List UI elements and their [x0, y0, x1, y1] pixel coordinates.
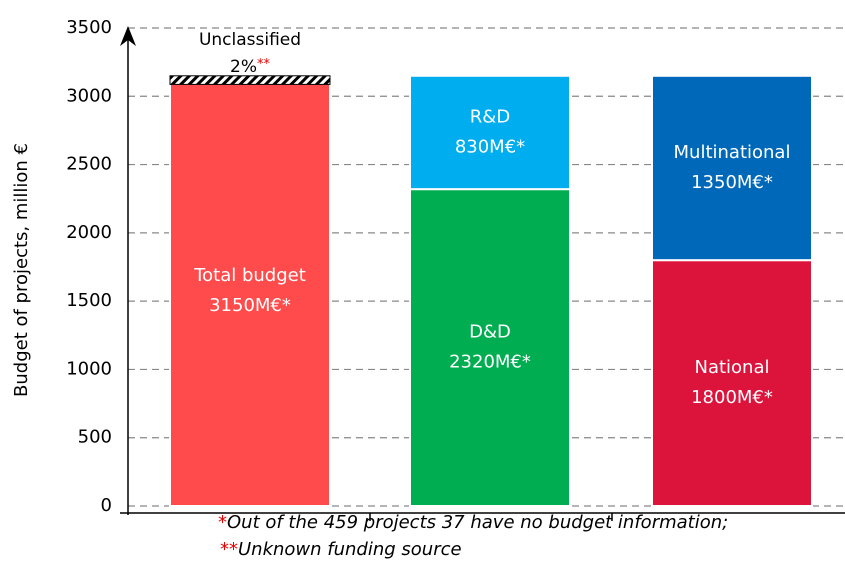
- overlay-label: 2%**: [230, 57, 270, 78]
- bar-segment: [651, 259, 813, 507]
- y-tick-label: 0: [101, 495, 112, 516]
- y-tick-label: 2500: [66, 154, 112, 175]
- footnote-mark: **: [220, 539, 238, 560]
- segment-value-label: 1800M€*: [691, 387, 773, 408]
- segment-value-label: 830M€*: [455, 136, 525, 157]
- segment-name: National: [694, 357, 769, 378]
- bar-segment: [651, 74, 813, 262]
- footnote-text: Out of the 459 projects 37 have no budge…: [227, 512, 728, 533]
- overlay-value-label: 2%: [230, 57, 257, 77]
- segment-name: R&D: [470, 106, 510, 127]
- y-tick-label: 2000: [66, 222, 112, 243]
- footnote-mark: *: [218, 512, 227, 533]
- y-tick-label: 500: [78, 427, 112, 448]
- y-tick-label: 1500: [66, 290, 112, 311]
- segment-value-label: 1350M€*: [691, 172, 773, 193]
- segment-name: D&D: [469, 322, 511, 343]
- footnote: *Out of the 459 projects 37 have no budg…: [218, 512, 728, 533]
- overlay-mark: **: [257, 57, 271, 72]
- segment-name: Multinational: [674, 142, 791, 163]
- y-tick-label: 3000: [66, 85, 112, 106]
- segment-value-label: 3150M€*: [209, 295, 291, 316]
- overlay-name: Unclassified: [199, 30, 301, 50]
- bar-segment: [169, 74, 331, 508]
- y-axis-label: Budget of projects, million €: [11, 143, 32, 397]
- bar-segment: [409, 188, 571, 507]
- bar-segment: [409, 74, 571, 191]
- unclassified-overlay: [169, 75, 331, 85]
- segment-value-label: 2320M€*: [449, 352, 531, 373]
- segment-name: Total budget: [193, 265, 306, 286]
- y-tick-label: 1000: [66, 358, 112, 379]
- y-tick-label: 3500: [66, 17, 112, 38]
- footnote: **Unknown funding source: [220, 539, 462, 560]
- footnote-text: Unknown funding source: [238, 539, 462, 560]
- axes: [120, 26, 845, 521]
